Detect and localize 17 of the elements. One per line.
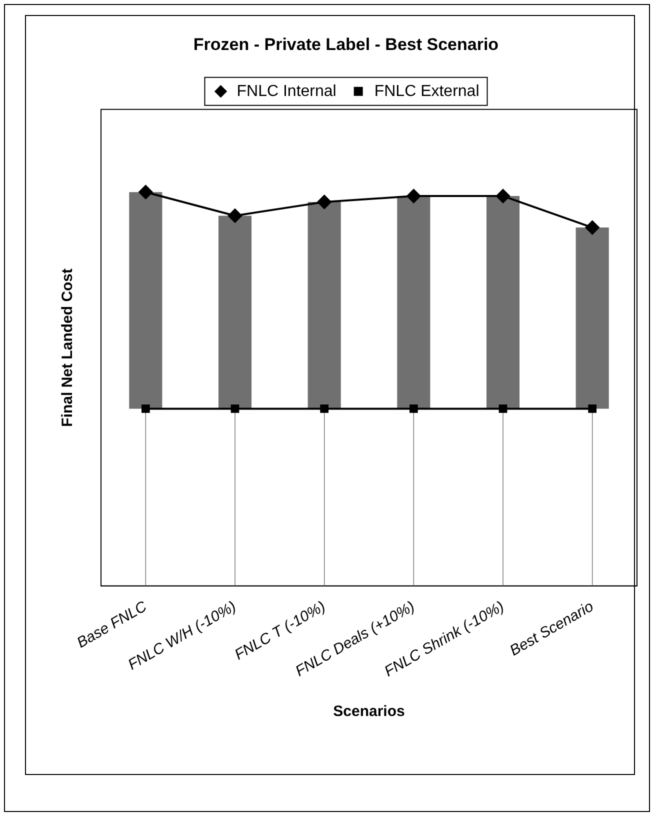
- legend-label: FNLC External: [374, 82, 480, 100]
- chart-title: Frozen - Private Label - Best Scenario: [193, 34, 499, 54]
- point: [406, 189, 421, 204]
- point: [141, 404, 150, 413]
- point: [588, 404, 597, 413]
- point: [230, 404, 240, 413]
- legend-label: FNLC Internal: [236, 82, 336, 100]
- point: [496, 189, 510, 204]
- x-axis-title: Scenarios: [333, 703, 405, 720]
- point: [228, 208, 242, 223]
- point: [585, 220, 600, 235]
- point: [138, 185, 153, 200]
- point: [317, 194, 332, 209]
- point: [498, 404, 508, 413]
- y-axis-title: Final Net Landed Cost: [59, 268, 76, 427]
- point: [320, 404, 329, 413]
- point: [409, 404, 418, 413]
